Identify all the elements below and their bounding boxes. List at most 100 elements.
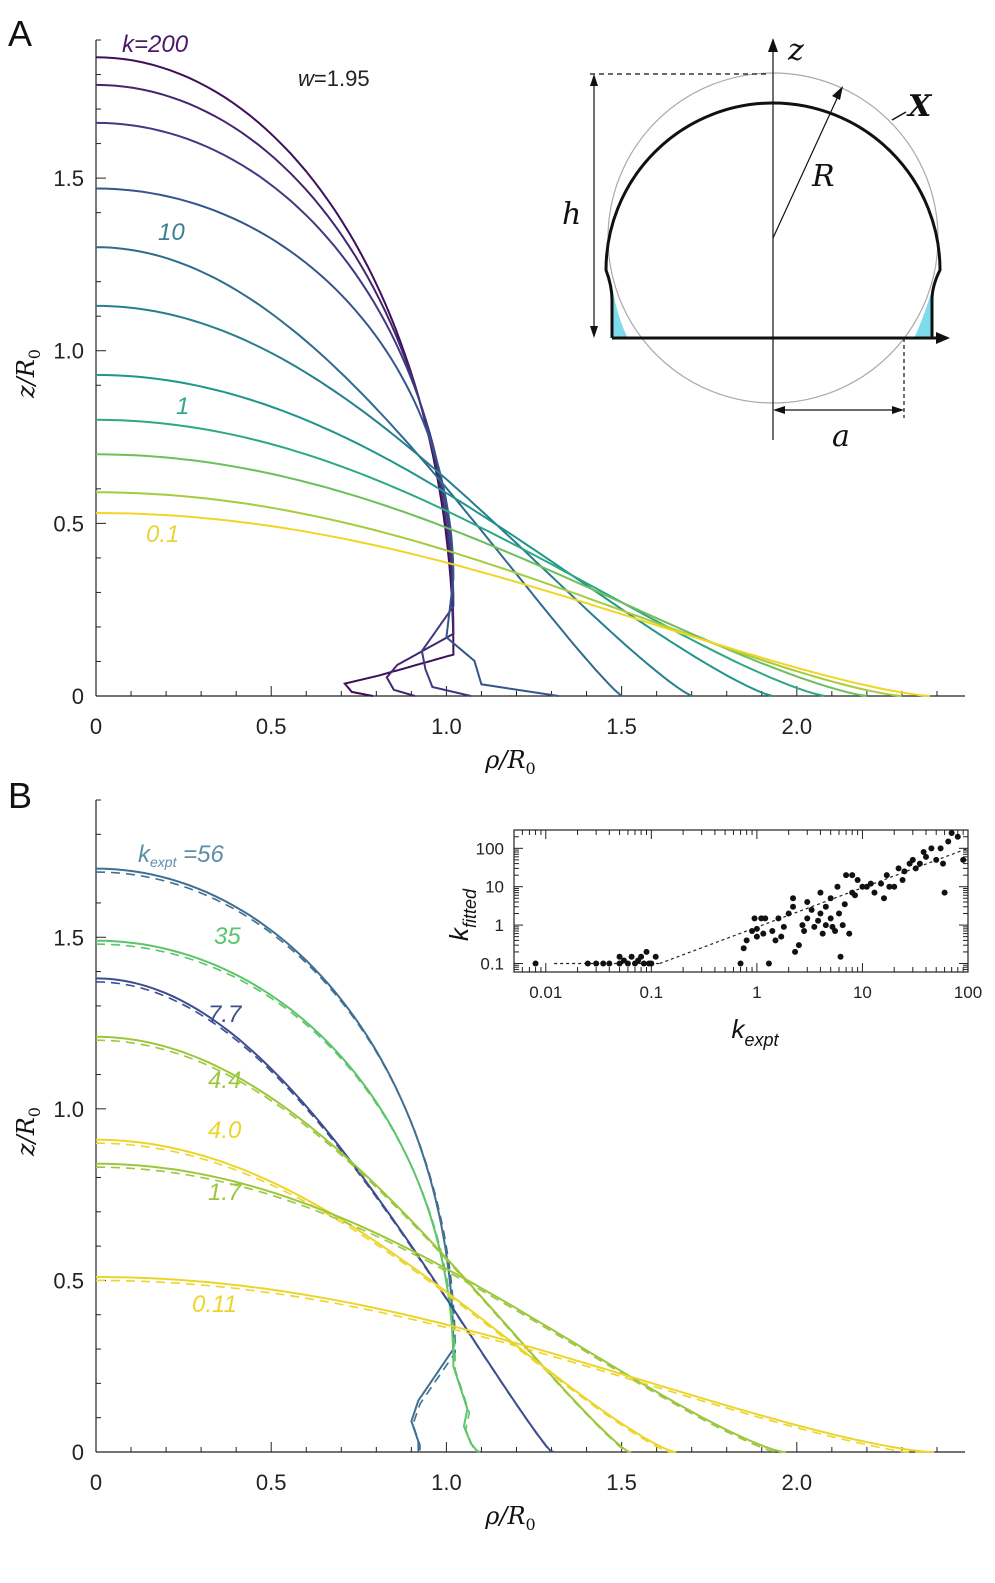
y-tick-label: 1.5	[53, 925, 84, 950]
h-label: h	[562, 197, 581, 232]
scatter-point	[912, 865, 919, 872]
panel-a-chart: 0 0.5 1.0 1.5 2.000.51.01.5ρ/R0z/R0k=2001010…	[12, 31, 965, 778]
scatter-point	[859, 883, 866, 890]
scatter-point	[827, 915, 834, 922]
scatter-point	[817, 889, 824, 896]
scatter-point	[836, 910, 843, 917]
inset-y-tick-label: 100	[476, 839, 504, 858]
a-label: a	[832, 419, 850, 454]
scatter-point	[837, 953, 844, 960]
inset-x-tick-label: 1	[752, 983, 761, 1002]
profile-curve	[95, 246, 623, 697]
y-axis-label: z/R0	[12, 1107, 44, 1157]
radius-line	[772, 91, 841, 239]
R-label: R	[811, 159, 835, 194]
y-axis-label: z/R0	[12, 349, 44, 399]
scatter-point	[753, 925, 760, 932]
fitted-curve	[96, 1142, 678, 1453]
x-tick-label: 1.0	[431, 714, 462, 739]
scatter-point	[775, 915, 782, 922]
scatter-point	[584, 960, 591, 967]
y-tick-label: 1.0	[53, 1097, 84, 1122]
z-arrow-head	[768, 38, 778, 52]
curve-label: 7.7	[208, 1001, 243, 1028]
curve-label: kexpt =56	[138, 841, 225, 870]
x-tick-label: 0.5	[256, 1470, 287, 1495]
scatter-point	[628, 953, 635, 960]
y-tick-label: 0	[72, 684, 84, 709]
scatter-point	[945, 838, 952, 845]
curve-label: 1	[176, 393, 189, 420]
profile-curve	[95, 1035, 630, 1453]
panel-b-inset-scatter: 0.01 0.1 1 10 100 0.1 1 10 100 kexpt kfitted	[444, 829, 982, 1050]
fitted-curve	[95, 943, 481, 1453]
inset-x-tick-label: 10	[853, 983, 872, 1002]
scatter-point	[827, 895, 834, 902]
w-annotation-symbol: w	[298, 66, 316, 91]
panel-a-letter: A	[8, 13, 32, 54]
scatter-point	[635, 957, 642, 964]
w-annotation: w=1.95	[298, 66, 370, 91]
x-tick-label: 0	[90, 1470, 102, 1495]
fit-line	[659, 847, 969, 965]
scatter-point	[916, 860, 923, 867]
X-pointer	[891, 111, 907, 121]
scatter-point	[933, 856, 940, 863]
scatter-point	[822, 903, 829, 910]
x-axis-label: ρ/R0	[484, 746, 535, 778]
y-tick-label: 1.0	[53, 339, 84, 364]
scatter-point	[532, 960, 539, 967]
scatter-point	[849, 872, 856, 879]
curve-label: 0.1	[146, 521, 179, 548]
scatter-point	[624, 960, 631, 967]
scatter-point	[751, 915, 758, 922]
scatter-point	[811, 923, 818, 930]
inset-y-tick-label: 1	[495, 916, 504, 935]
z-label: z	[787, 33, 804, 68]
scatter-point	[901, 868, 908, 875]
scatter-point	[880, 895, 887, 902]
y-axis-label-sub: 0	[25, 1107, 44, 1117]
inset-y-tick-label: 0.1	[480, 954, 504, 973]
height-arrow-bottom	[590, 326, 598, 338]
scatter-point	[839, 922, 846, 929]
curve-label: 0.11	[192, 1291, 237, 1318]
x-tick-label: 1.5	[606, 1470, 637, 1495]
scatter-point	[600, 960, 607, 967]
scatter-point	[801, 928, 808, 935]
fitted-curve	[96, 1166, 787, 1453]
scatter-point	[593, 960, 600, 967]
scatter-point	[829, 923, 836, 930]
profile-curve	[95, 373, 773, 697]
profile-curve	[95, 56, 455, 697]
inset-x-tick-label: 100	[954, 983, 982, 1002]
height-arrow-top	[590, 74, 598, 86]
curve-label: 4.4	[208, 1067, 241, 1094]
scatter-point	[909, 856, 916, 863]
y-tick-label: 0	[72, 1440, 84, 1465]
scatter-point	[772, 937, 779, 944]
scatter-point	[867, 880, 874, 887]
fitted-curve	[95, 981, 555, 1453]
a-arrow-left	[773, 406, 785, 414]
curve-label: 10	[158, 219, 185, 246]
scatter-point	[785, 910, 792, 917]
curve-label: 4.0	[208, 1117, 242, 1144]
curve-label-rest: =56	[176, 841, 224, 868]
a-arrow-right	[892, 406, 904, 414]
scatter-point	[808, 906, 815, 913]
profile-curve	[95, 1162, 784, 1453]
x-axis-label-sub: 0	[526, 759, 536, 778]
scatter-point	[928, 845, 935, 852]
scatter-point	[616, 960, 623, 967]
y-tick-label: 0.5	[53, 1268, 84, 1293]
profile-curve	[95, 977, 553, 1453]
inset-x-axis-label-sub: expt	[744, 1030, 779, 1050]
scatter-point	[822, 922, 829, 929]
x-tick-label: 0	[90, 714, 102, 739]
scatter-point	[652, 953, 659, 960]
scatter-point	[737, 960, 744, 967]
y-axis-label-sub: 0	[25, 349, 44, 359]
